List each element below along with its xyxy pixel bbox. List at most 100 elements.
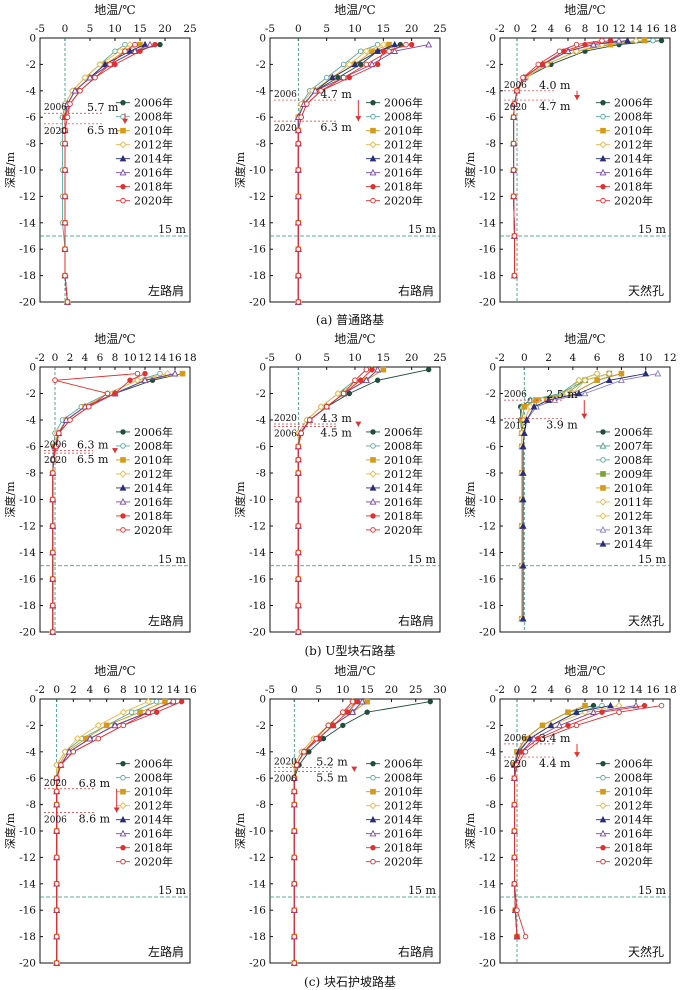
data-point [330, 722, 336, 729]
data-point [369, 802, 377, 810]
data-point [53, 960, 60, 966]
data-point [519, 522, 527, 529]
depth-change-arrowhead [355, 116, 362, 122]
y-tick-label: -18 [479, 270, 496, 282]
data-point [519, 442, 527, 450]
x-tick-label: 16 [646, 684, 660, 696]
data-point [520, 74, 526, 81]
y-tick-label: -4 [256, 415, 267, 427]
year-marker-label: 2020 [44, 456, 67, 466]
legend-entry: 2020年 [384, 194, 423, 208]
x-tick-label: 6 [103, 684, 110, 696]
location-label: 右路肩 [398, 283, 434, 298]
series-line [297, 369, 384, 632]
data-point [362, 47, 370, 55]
data-point [408, 41, 415, 48]
y-tick-label: -20 [479, 958, 496, 970]
y-tick-label: -8 [486, 468, 496, 480]
data-point [564, 47, 572, 54]
data-point [306, 749, 312, 755]
data-point [386, 48, 392, 54]
x-tick-label: 10 [348, 352, 361, 364]
y-tick-label: -4 [256, 85, 267, 97]
y-tick-label: -10 [19, 165, 36, 177]
depth-change-arrowhead [112, 448, 118, 454]
x-tick-label: 14 [153, 352, 167, 364]
data-point [607, 701, 614, 709]
legend-entry: 2009年 [614, 467, 653, 481]
series-line [521, 373, 598, 619]
series-2014 [519, 369, 650, 622]
panel-8: 地温/℃-5 0 5 10 15 20 25 300-2-4-6-8-10-12-14-16-… [233, 664, 447, 970]
data-point [346, 74, 353, 81]
data-point [530, 734, 538, 742]
reference-depth-label: 15 m [638, 884, 666, 897]
data-point [599, 802, 607, 810]
x-tick-label: 15 [377, 352, 390, 364]
data-point [346, 390, 353, 397]
year-marker-label: 2006 [274, 430, 297, 440]
data-point [511, 828, 518, 834]
y-tick-label: -8 [256, 138, 266, 150]
data-point [539, 722, 546, 729]
x-tick-label: -2 [495, 684, 505, 696]
depth-change-arrowhead [355, 421, 362, 427]
legend-entry: 2020年 [384, 523, 423, 537]
y-tick-label: -4 [26, 415, 37, 427]
x-tick-label: -2 [35, 684, 45, 696]
year-marker-label: 2020 [504, 760, 527, 770]
data-point [119, 829, 127, 837]
y-tick-label: -18 [479, 600, 496, 612]
data-point [358, 697, 366, 705]
data-point [67, 417, 73, 423]
x-tick-label: 18 [663, 684, 676, 696]
data-point [599, 815, 607, 823]
series-line [521, 373, 610, 619]
data-point [526, 403, 534, 411]
series-line [297, 369, 379, 632]
data-point [119, 802, 127, 810]
y-tick-label: 0 [29, 33, 36, 45]
data-point [370, 788, 376, 795]
data-point [370, 443, 376, 449]
data-point [369, 470, 377, 478]
y-axis-title: 深度/m [233, 151, 247, 188]
data-point [340, 74, 347, 81]
legend-entry: 2012年 [384, 138, 423, 152]
y-tick-label: -10 [249, 165, 266, 177]
depth-annotation-label: 6.3 m [77, 438, 109, 451]
y-tick-label: 0 [259, 33, 266, 45]
data-point [127, 377, 133, 383]
data-point [101, 60, 109, 68]
location-label: 左路肩 [148, 613, 184, 628]
data-point [369, 484, 377, 491]
data-point [616, 709, 622, 715]
y-tick-label: -14 [19, 878, 36, 890]
data-point [53, 443, 60, 450]
x-tick-label: 0 [62, 23, 69, 35]
data-point [295, 602, 302, 609]
x-tick-label: 0 [295, 352, 302, 364]
data-point [370, 457, 376, 463]
depth-annotation-label: 6.8 m [79, 777, 111, 790]
data-point [64, 299, 71, 305]
y-tick-label: -2 [256, 59, 266, 71]
panel-6: 地温/℃-2 0 2 4 6 8 10 120-2-4-6-8-10-12-14-16-18-… [463, 332, 677, 639]
data-point [599, 526, 607, 533]
x-tick-label: 12 [663, 352, 676, 364]
data-point [599, 829, 607, 837]
y-tick-label: -6 [256, 441, 267, 453]
legend-entry: 2016年 [384, 166, 423, 180]
x-tick-label: 30 [433, 684, 446, 696]
data-point [599, 154, 607, 162]
data-point [650, 37, 656, 44]
data-point [511, 272, 518, 279]
series-2020 [295, 41, 409, 305]
series-line [297, 369, 373, 632]
data-point [120, 99, 126, 106]
y-axis-title: 深度/m [233, 812, 247, 849]
x-tick-label: 18 [663, 23, 676, 35]
y-tick-label: -8 [486, 799, 496, 811]
depth-annotation-label: 5.2 m [316, 756, 348, 769]
data-point [600, 858, 606, 865]
